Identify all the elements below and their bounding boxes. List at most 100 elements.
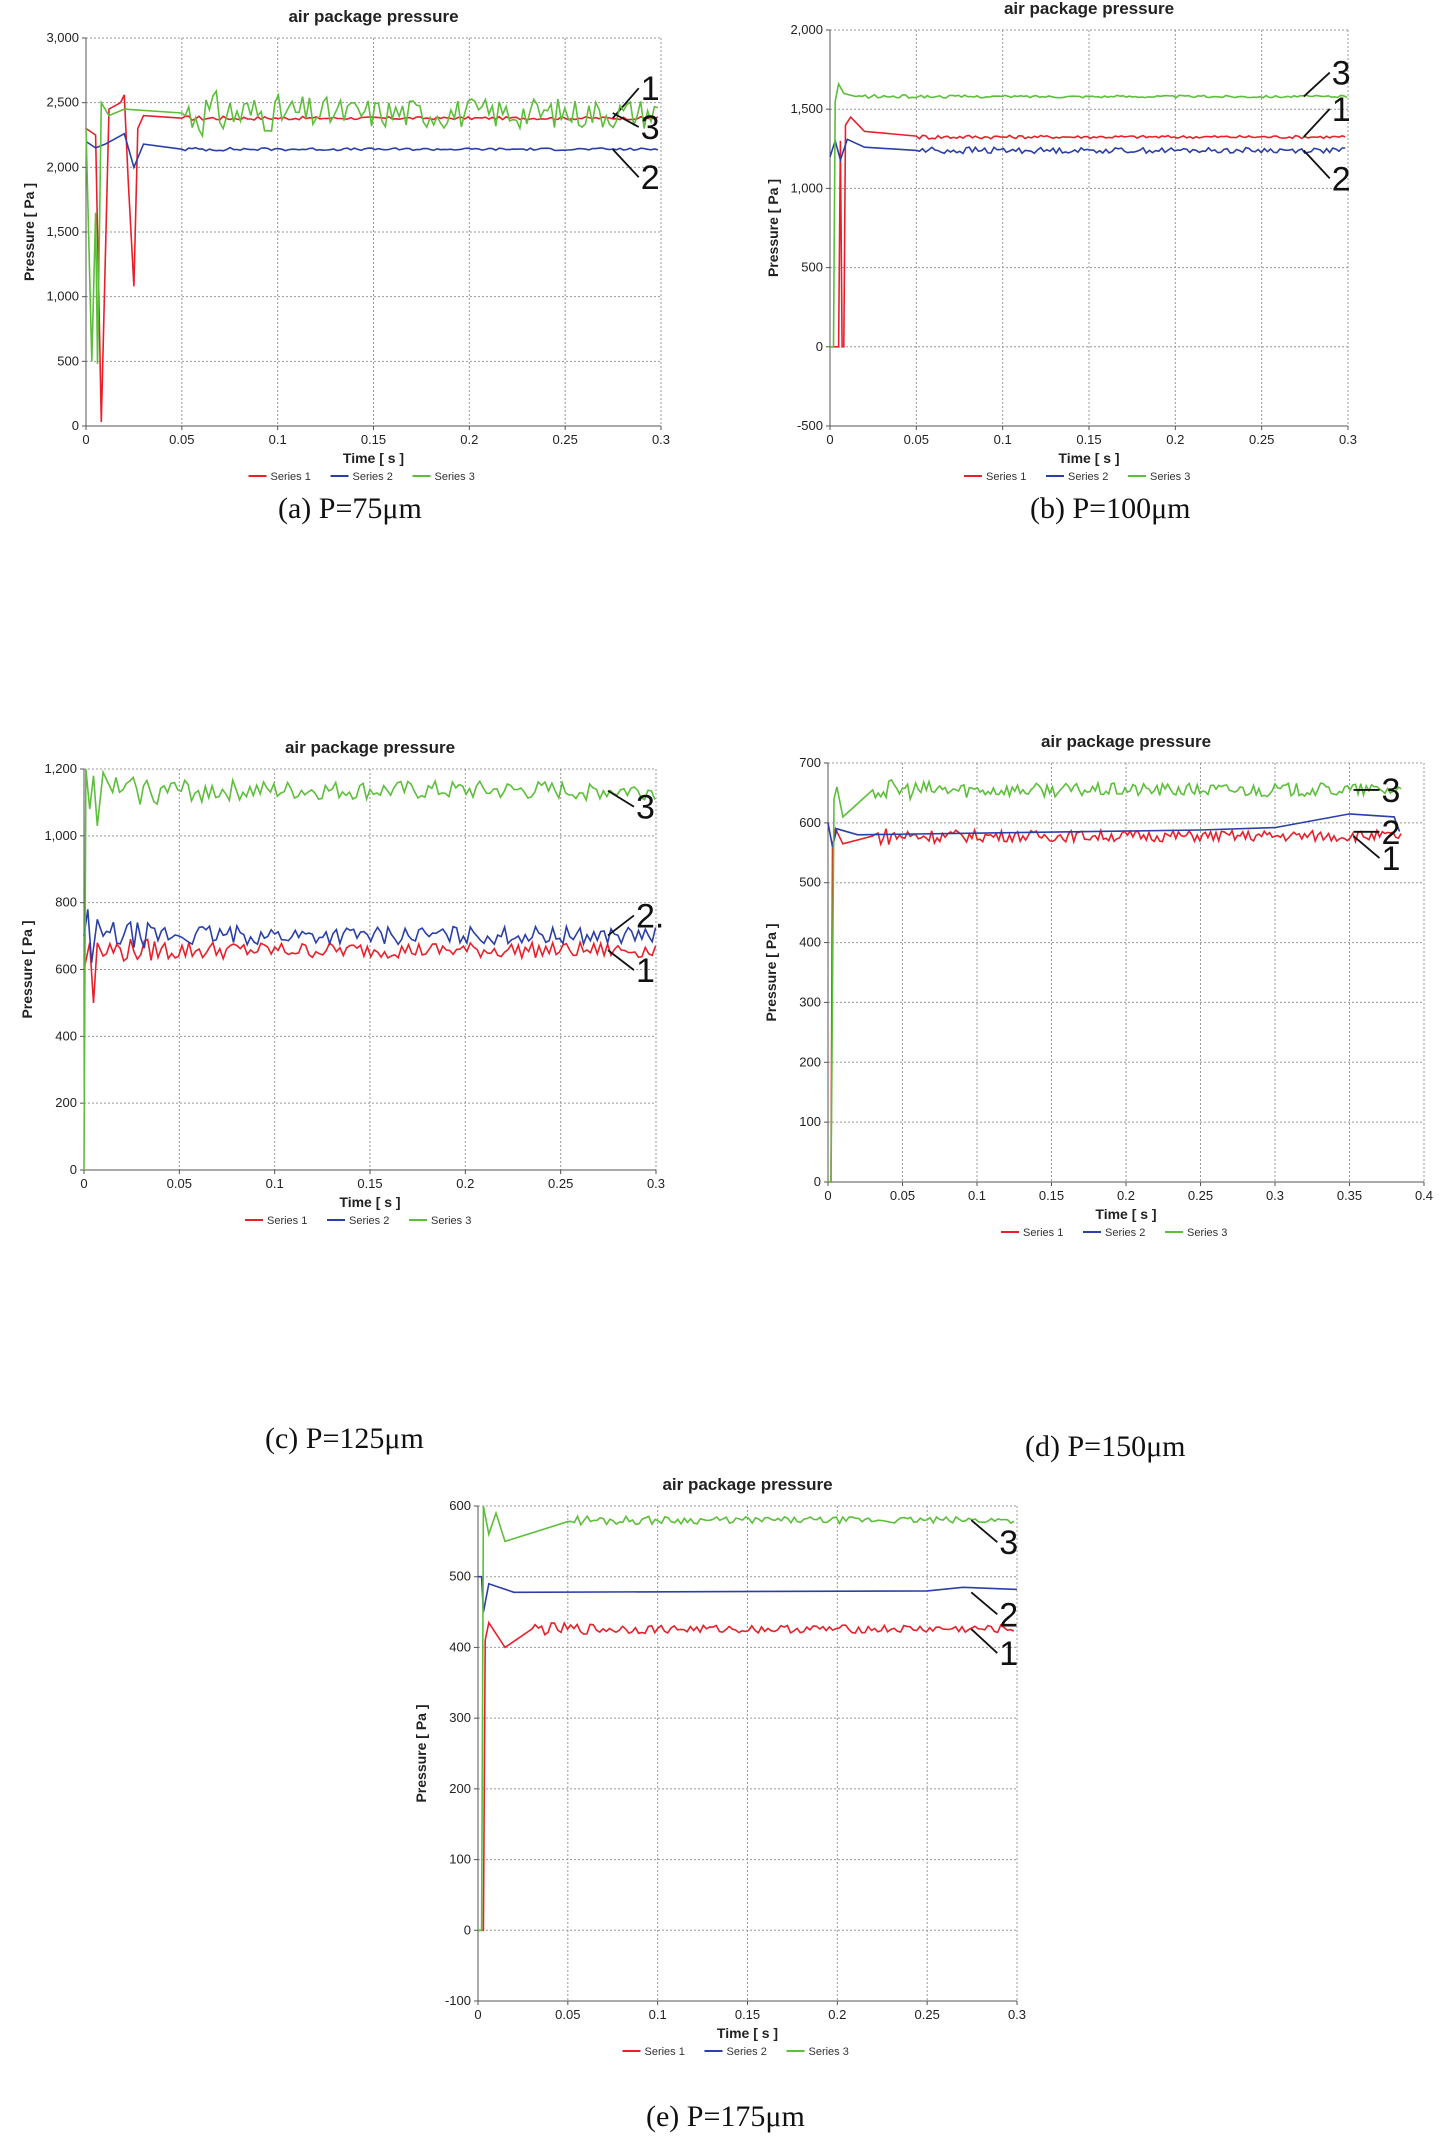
series-line-2 <box>829 138 1346 163</box>
chart-panel-b: air package pressure -500 0 500 1,000 1,500 2,… <box>720 0 1440 540</box>
series-line-1 <box>83 938 657 1003</box>
chart-panel-c: air package pressure 0 200 400 600 800 1,000 1,… <box>0 738 720 1280</box>
y-tick-label: 500 <box>799 875 821 890</box>
callout-leader-1 <box>1303 108 1331 138</box>
chart-panel-a: air package pressure 0 500 1,000 1,500 2,000 2… <box>0 0 720 540</box>
x-tick-label: 0.3 <box>1339 432 1357 447</box>
x-tick-label: 0.25 <box>915 2007 940 2022</box>
x-axis-label: Time [ s ] <box>717 2025 778 2041</box>
caption-e: (e) P=175μm <box>646 2100 805 2133</box>
y-tick-label: -500 <box>797 418 823 433</box>
x-tick-label: 0.15 <box>1039 1188 1064 1203</box>
chart-panel-d: air package pressure 0 100 200 300 400 500 600 7… <box>720 732 1440 1280</box>
y-tick-label: 1,500 <box>790 101 823 116</box>
callout-leader-3 <box>607 789 635 808</box>
chart-svg-0: air package pressure 0 500 1,000 1,500 2,000 2… <box>21 7 670 483</box>
y-axis-label: Pressure [ Pa ] <box>765 179 781 277</box>
x-tick-label: 0.05 <box>890 1188 915 1203</box>
legend-label-1: Series 1 <box>271 471 311 483</box>
y-tick-label: 0 <box>464 1922 471 1937</box>
x-tick-label: 0.15 <box>1076 432 1101 447</box>
x-tick-label: 0.1 <box>968 1188 986 1203</box>
y-tick-label: 2,000 <box>790 22 823 37</box>
legend-label-3: Series 3 <box>1187 1227 1227 1239</box>
series-line-3 <box>85 88 659 364</box>
x-tick-label: 0.1 <box>994 432 1012 447</box>
callout-leader-3 <box>970 1519 998 1543</box>
chart-svg-4: air package pressure-1000100200300400500… <box>413 1475 1026 2058</box>
caption-c: (c) P=125μm <box>265 1422 424 1455</box>
x-tick-label: 0.2 <box>1166 432 1184 447</box>
y-tick-label: 500 <box>801 260 823 275</box>
callout-leader-1 <box>970 1628 998 1654</box>
chart-title: air package pressure <box>1041 732 1211 751</box>
callout-leader-2 <box>1303 149 1331 179</box>
x-tick-label: 0 <box>824 1188 831 1203</box>
callout-leader-3 <box>1303 71 1331 98</box>
x-tick-label: 0.25 <box>1188 1188 1213 1203</box>
y-tick-label: 100 <box>449 1852 471 1867</box>
x-tick-label: 0.05 <box>167 1176 192 1191</box>
y-tick-label: 500 <box>57 353 79 368</box>
x-tick-label: 0.05 <box>555 2007 580 2022</box>
caption-a: (a) P=75μm <box>278 492 422 525</box>
y-tick-label: 600 <box>799 815 821 830</box>
x-tick-label: 0 <box>474 2007 481 2022</box>
chart-title: air package pressure <box>288 7 458 26</box>
legend-label-2: Series 2 <box>353 471 393 483</box>
x-tick-label: 0.2 <box>1117 1188 1135 1203</box>
y-tick-label: 800 <box>55 895 77 910</box>
y-axis-label: Pressure [ Pa ] <box>21 183 37 281</box>
legend-label-3: Series 3 <box>435 471 475 483</box>
chart-title: air package pressure <box>662 1475 832 1494</box>
series-line-1 <box>478 1620 1015 1932</box>
y-tick-label: 200 <box>799 1054 821 1069</box>
callout-label-1: 1 <box>999 1635 1018 1673</box>
y-tick-label: 300 <box>449 1710 471 1725</box>
y-axis-label: Pressure [ Pa ] <box>763 923 779 1021</box>
legend-label-2: Series 2 <box>727 2046 767 2058</box>
x-tick-label: 0.35 <box>1337 1188 1362 1203</box>
y-tick-label: -100 <box>445 1993 471 2008</box>
legend-label-3: Series 3 <box>1150 471 1190 483</box>
callout-label-2: 2 <box>1381 814 1400 852</box>
x-axis-label: Time [ s ] <box>1095 1206 1156 1222</box>
x-tick-label: 0.3 <box>652 432 670 447</box>
callout-label-2: 2. <box>636 897 664 935</box>
x-tick-label: 0.25 <box>1249 432 1274 447</box>
callout-leader-3 <box>612 112 640 128</box>
legend-label-3: Series 3 <box>431 1215 471 1227</box>
callout-leader-2 <box>612 148 640 178</box>
y-tick-label: 1,200 <box>44 761 77 776</box>
legend-label-1: Series 1 <box>267 1215 307 1227</box>
caption-d: (d) P=150μm <box>1025 1430 1186 1463</box>
y-tick-label: 1,000 <box>46 289 79 304</box>
callout-label-3: 3 <box>999 1524 1018 1562</box>
x-tick-label: 0 <box>82 432 89 447</box>
y-tick-label: 0 <box>814 1174 821 1189</box>
callout-label-1: 1 <box>1381 840 1400 878</box>
y-tick-label: 1,000 <box>790 180 823 195</box>
callout-label-1: 1 <box>641 70 660 108</box>
y-axis-label: Pressure [ Pa ] <box>19 920 35 1018</box>
x-axis-label: Time [ s ] <box>343 450 404 466</box>
x-tick-label: 0.4 <box>1415 1188 1433 1203</box>
legend-label-1: Series 1 <box>986 471 1026 483</box>
series-line-2 <box>83 909 657 963</box>
x-tick-label: 0 <box>80 1176 87 1191</box>
y-tick-label: 200 <box>55 1095 77 1110</box>
x-tick-label: 0.2 <box>456 1176 474 1191</box>
callout-label-3: 3 <box>641 109 660 147</box>
x-tick-label: 0.15 <box>357 1176 382 1191</box>
series-line-2 <box>827 813 1401 847</box>
callout-label-2: 2 <box>999 1596 1018 1634</box>
series-line-3 <box>83 768 656 1171</box>
legend-label-3: Series 3 <box>809 2046 849 2058</box>
y-tick-label: 200 <box>449 1781 471 1796</box>
y-axis-label: Pressure [ Pa ] <box>413 1704 429 1802</box>
y-tick-label: 700 <box>799 755 821 770</box>
chart-title: air package pressure <box>1004 0 1174 18</box>
y-tick-label: 600 <box>449 1498 471 1513</box>
y-tick-label: 400 <box>449 1639 471 1654</box>
y-tick-label: 600 <box>55 962 77 977</box>
